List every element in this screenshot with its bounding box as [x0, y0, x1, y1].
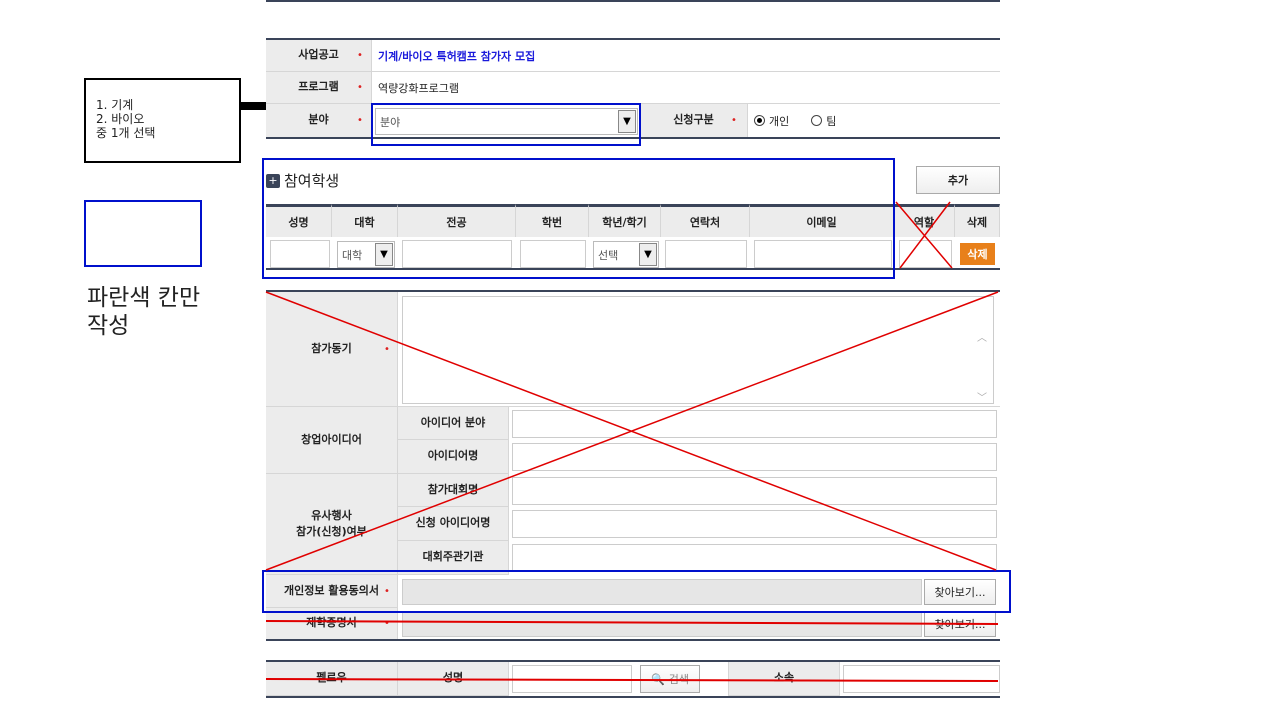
note-line: 1. 기계	[96, 98, 134, 112]
note-line: 중 1개 선택	[96, 126, 156, 140]
students-title: + 참여학생	[266, 170, 339, 191]
idea-name-label: 아이디어명	[398, 440, 509, 474]
chevron-down-icon: ▼	[639, 243, 657, 266]
program-label: 프로그램	[266, 72, 372, 104]
strike-mark	[265, 620, 999, 625]
major-input[interactable]	[402, 240, 512, 268]
col-grade: 학년/학기	[589, 204, 661, 237]
col-email: 이메일	[750, 204, 894, 237]
role-input[interactable]	[899, 240, 952, 268]
organizer-input[interactable]	[512, 544, 997, 572]
required-icon: •	[731, 115, 737, 126]
field-label: 분야	[266, 104, 372, 138]
university-select[interactable]: 대학 ▼	[337, 241, 395, 268]
legend-line: 작성	[87, 313, 130, 339]
student-row	[266, 237, 1000, 270]
table-rule	[266, 290, 1000, 292]
university-select-value: 대학	[342, 248, 363, 262]
email-input[interactable]	[754, 240, 892, 268]
grade-select[interactable]: 선택 ▼	[593, 241, 659, 268]
announcement-value: 기계/바이오 특허캠프 참가자 모집	[372, 40, 1000, 72]
contest-name-label: 참가대회명	[398, 474, 509, 507]
privacy-browse-button[interactable]: 찾아보기...	[924, 579, 996, 605]
col-major: 전공	[398, 204, 516, 237]
required-icon: •	[357, 82, 363, 93]
required-icon: •	[384, 344, 390, 355]
applied-idea-label: 신청 아이디어명	[398, 507, 509, 541]
students-title-text: 참여학생	[284, 172, 340, 190]
highlight-field	[371, 103, 641, 146]
highlight-students	[262, 158, 895, 279]
similar-line: 유사행사	[311, 508, 352, 522]
delete-student-button[interactable]: 삭제	[960, 243, 995, 265]
chevron-down-icon: ▼	[618, 110, 636, 133]
apply-type-label: 신청구분	[640, 104, 748, 138]
col-contact: 연락처	[661, 204, 750, 237]
col-university: 대학	[332, 204, 398, 237]
radio-individual[interactable]	[754, 115, 765, 126]
note-line: 2. 바이오	[96, 112, 145, 126]
strike-mark	[895, 201, 953, 269]
program-value: 역량강화프로그램	[372, 72, 1000, 104]
table-rule	[266, 137, 1000, 139]
idea-field-input[interactable]	[512, 410, 997, 438]
chevron-down-icon: ▼	[375, 243, 393, 266]
top-rule	[266, 0, 1000, 2]
idea-field-label: 아이디어 분야	[398, 407, 509, 440]
table-rule	[266, 660, 1000, 662]
scrollbar[interactable]: ︿ ﹀	[977, 333, 987, 404]
radio-label: 팀	[826, 114, 837, 128]
highlight-privacy	[262, 570, 1011, 613]
announcement-label: 사업공고	[266, 40, 372, 72]
required-icon: •	[357, 50, 363, 61]
privacy-label: 개인정보 활용동의서	[266, 575, 398, 608]
privacy-file-input[interactable]	[402, 579, 922, 605]
affiliation-input[interactable]	[843, 665, 1000, 693]
student-id-input[interactable]	[520, 240, 586, 268]
field-select-value: 분야	[380, 115, 401, 129]
strike-mark	[899, 201, 951, 269]
affiliation-label: 소속	[728, 662, 840, 696]
col-student-id: 학번	[516, 204, 589, 237]
legend-text: 파란색 칸만 작성	[87, 284, 200, 340]
required-icon: •	[384, 586, 390, 597]
strike-mark	[265, 678, 999, 682]
applied-idea-input[interactable]	[512, 510, 997, 538]
legend-blue-box	[84, 200, 202, 267]
motivation-label: 참가동기	[266, 292, 398, 407]
strike-mark	[265, 291, 999, 571]
idea-name-input[interactable]	[512, 443, 997, 471]
add-student-button[interactable]: 추가	[916, 166, 1000, 194]
search-icon: 🔍	[651, 672, 665, 686]
grade-select-value: 선택	[598, 248, 619, 262]
col-delete: 삭제	[955, 204, 1000, 237]
annotation-note: 1. 기계 2. 바이오 중 1개 선택	[84, 78, 241, 163]
motivation-textarea[interactable]: ︿ ﹀	[402, 296, 994, 404]
col-name: 성명	[266, 204, 332, 237]
field-select[interactable]: 분야 ▼	[375, 108, 638, 135]
table-rule	[266, 38, 1000, 40]
similar-line: 참가(신청)여부	[296, 525, 367, 538]
plus-icon: +	[266, 173, 280, 188]
required-icon: •	[357, 115, 363, 126]
fellow-search-button[interactable]: 🔍검색	[640, 665, 700, 693]
idea-label: 창업아이디어	[266, 407, 398, 474]
table-rule	[266, 696, 1000, 698]
table-rule	[266, 639, 1000, 641]
required-icon: •	[384, 618, 390, 629]
organizer-label: 대회주관기관	[398, 541, 509, 575]
radio-label: 개인	[769, 114, 790, 128]
contact-input[interactable]	[665, 240, 747, 268]
legend-line: 파란색 칸만	[87, 285, 201, 311]
radio-team[interactable]	[811, 115, 823, 126]
student-name-input[interactable]	[270, 240, 330, 268]
